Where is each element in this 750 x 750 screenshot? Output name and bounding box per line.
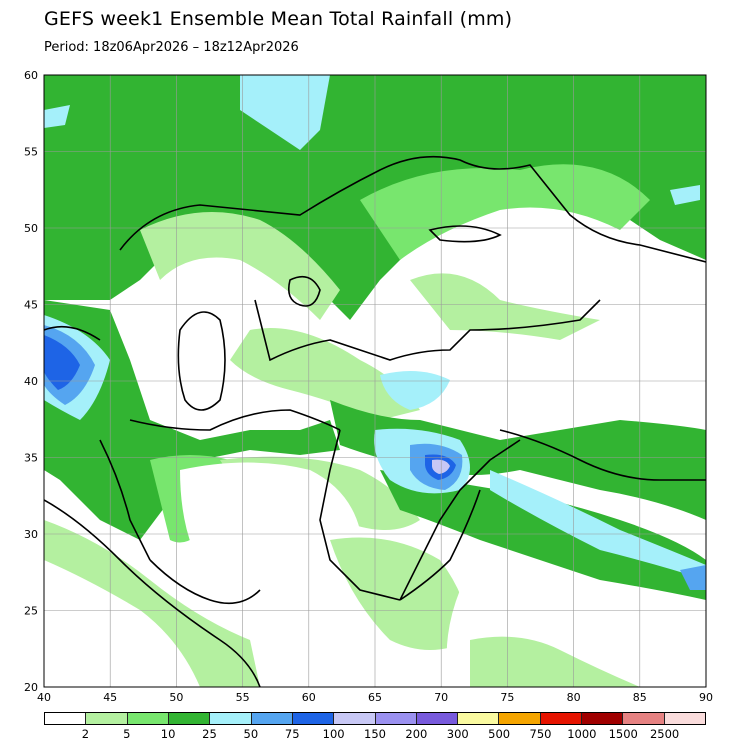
legend-swatch <box>168 713 211 724</box>
rain-2-iran-desert <box>180 462 360 603</box>
period-subtitle: Period: 18z06Apr2026 – 18z12Apr2026 <box>44 40 299 55</box>
lon-tick-label: 55 <box>236 691 250 704</box>
lon-tick-labels: 40 45 50 55 60 65 70 75 80 85 90 <box>37 691 713 704</box>
border-persian-gulf <box>149 559 261 605</box>
legend-swatch <box>210 713 252 724</box>
rain-5-central <box>230 328 420 420</box>
lon-tick-label: 90 <box>699 691 713 704</box>
border-arabia <box>44 499 261 687</box>
legend-label: 75 <box>284 727 300 741</box>
legend-label: 2500 <box>649 727 680 741</box>
legend-label: 10 <box>160 727 176 741</box>
legend-label: 2 <box>81 727 90 741</box>
border-afghanistan-pakistan <box>399 439 521 601</box>
legend-label: 25 <box>202 727 217 741</box>
legend-swatch <box>375 713 417 724</box>
border-caspian <box>177 311 226 411</box>
legend-label: 200 <box>405 727 428 741</box>
rain-50-ne <box>670 185 700 205</box>
lon-tick-label: 45 <box>103 691 117 704</box>
legend-swatch <box>45 713 87 724</box>
lat-tick-label: 20 <box>24 681 38 694</box>
rainfall-map: 40 45 50 55 60 65 70 75 80 85 90 20 25 30 35 40 45 50 55 6… <box>24 69 713 704</box>
rain-2-arabia <box>44 560 200 687</box>
legend-swatch <box>623 713 665 724</box>
border-iraq-iran <box>99 439 151 561</box>
lon-tick-label: 80 <box>567 691 581 704</box>
legend-swatch <box>86 713 128 724</box>
lat-tick-labels: 20 25 30 35 40 45 50 55 60 <box>24 69 38 694</box>
lat-tick-label: 25 <box>24 605 38 618</box>
legend-swatch <box>540 713 583 724</box>
rain-5-pakistan <box>330 537 470 650</box>
rain-50-nw <box>44 105 70 128</box>
chart-title: GEFS week1 Ensemble Mean Total Rainfall … <box>44 8 513 30</box>
lat-tick-label: 45 <box>24 299 38 312</box>
border-black-sea-coast <box>44 325 101 341</box>
border-russia-kazakhstan <box>119 155 706 263</box>
lon-tick-label: 60 <box>302 691 316 704</box>
rain-50-himalaya <box>490 470 706 580</box>
rain-25-mountains <box>330 400 706 520</box>
rain-100-caucasus <box>44 335 80 390</box>
map-frame <box>43 74 707 688</box>
legend-swatch <box>127 713 169 724</box>
rain-5-india-south <box>470 636 640 687</box>
country-borders <box>44 155 706 687</box>
lat-tick-label: 40 <box>24 375 38 388</box>
legend-label: 100 <box>322 727 345 741</box>
lat-tick-label: 35 <box>24 452 38 465</box>
legend-label: 1000 <box>567 727 597 741</box>
border-iran-afghanistan <box>319 429 401 601</box>
legend-label: 300 <box>446 727 469 741</box>
rain-2-tarim <box>510 356 706 420</box>
lon-tick-label: 70 <box>434 691 448 704</box>
legend-label: 500 <box>488 727 511 741</box>
rain-50-north <box>240 75 330 150</box>
legend-label: 1500 <box>608 727 638 741</box>
rain-2-east-steppe <box>467 230 706 330</box>
border-india-china <box>499 429 706 481</box>
border-iran-north <box>129 409 341 431</box>
legend-swatch <box>499 713 541 724</box>
color-legend <box>44 712 706 725</box>
rain-2-central-asia <box>170 268 254 344</box>
legend-labels: 2 5 10 25 50 75 100 150 200 300 500 750 1000 1500 2500 <box>44 727 706 743</box>
rain-10-north <box>360 164 650 260</box>
lon-tick-label: 75 <box>500 691 514 704</box>
lat-tick-label: 50 <box>24 222 38 235</box>
legend-swatch <box>251 713 293 724</box>
rain-25-india-north <box>380 470 706 600</box>
lat-tick-label: 55 <box>24 146 38 159</box>
lon-tick-label: 85 <box>633 691 647 704</box>
legend-label: 5 <box>123 727 131 741</box>
legend-swatch <box>292 713 335 724</box>
lat-tick-label: 60 <box>24 69 38 82</box>
lat-tick-label: 30 <box>24 528 38 541</box>
legend-swatch <box>334 713 376 724</box>
legend-swatch <box>664 713 705 724</box>
lon-tick-label: 65 <box>368 691 382 704</box>
border-kazakhstan-south <box>254 299 601 362</box>
border-pakistan-india <box>399 489 481 601</box>
border-aral <box>287 275 321 307</box>
legend-label: 150 <box>364 727 386 741</box>
lon-tick-label: 50 <box>169 691 183 704</box>
rain-75-ne-india <box>680 565 706 590</box>
legend-swatch <box>458 713 500 724</box>
legend-label: 50 <box>243 727 259 741</box>
legend-swatch <box>582 713 624 724</box>
lon-tick-label: 40 <box>37 691 51 704</box>
legend-swatch <box>416 713 459 724</box>
rain-5-north-band <box>140 212 340 320</box>
legend-label: 750 <box>529 727 552 741</box>
border-balkhash <box>428 225 502 243</box>
